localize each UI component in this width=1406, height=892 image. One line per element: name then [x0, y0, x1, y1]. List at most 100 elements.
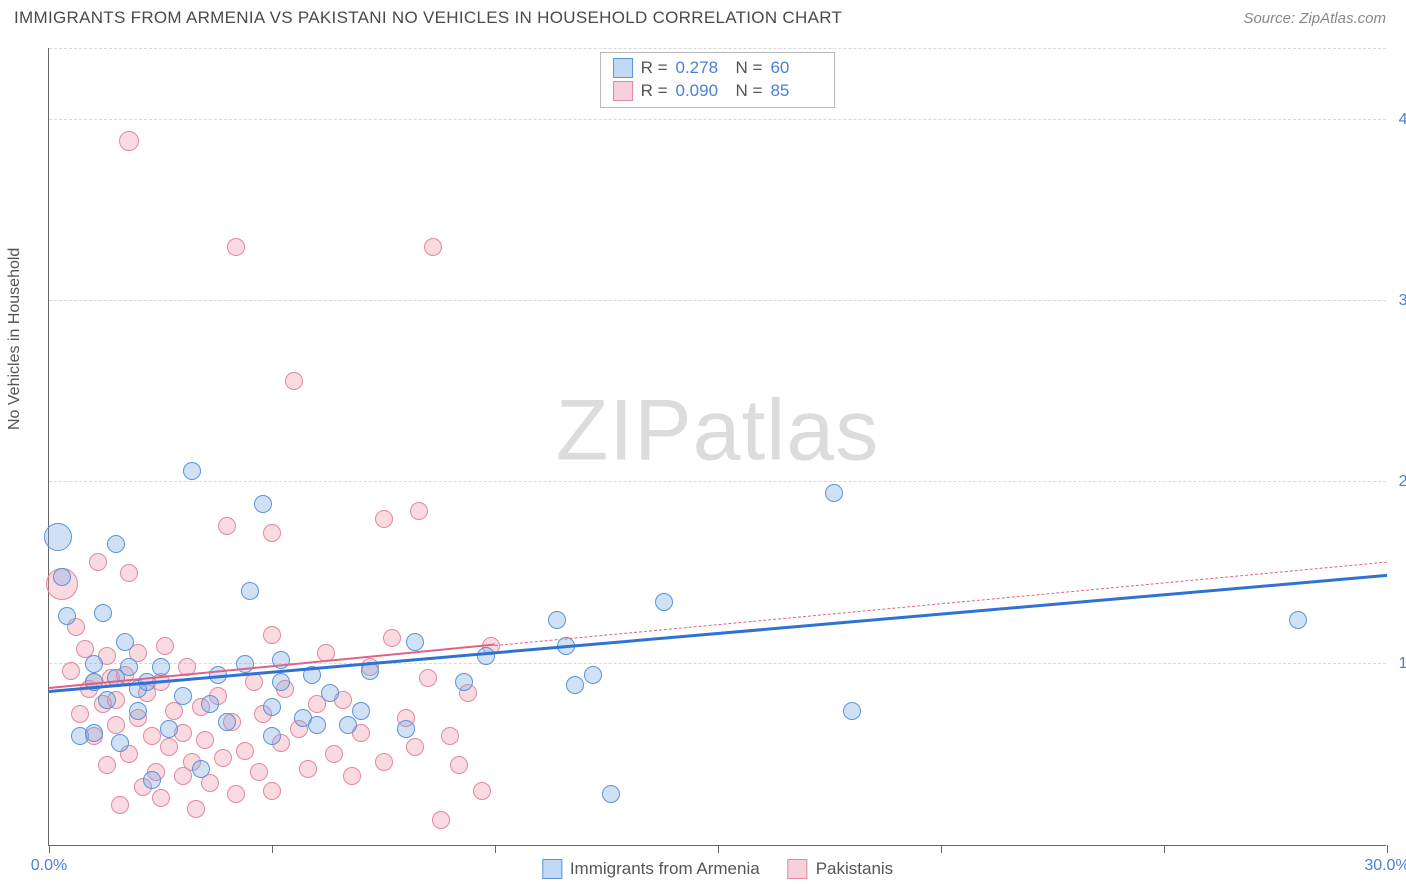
chart-plot-area: ZIPatlas R = 0.278 N = 60 R = 0.090 N = … — [48, 48, 1386, 846]
trend-line — [495, 561, 1387, 645]
legend-item-series1: Immigrants from Armenia — [542, 859, 760, 879]
data-point — [352, 702, 370, 720]
data-point — [843, 702, 861, 720]
data-point — [227, 785, 245, 803]
data-point — [432, 811, 450, 829]
data-point — [89, 553, 107, 571]
data-point — [44, 523, 72, 551]
data-point — [120, 658, 138, 676]
data-point — [424, 238, 442, 256]
watermark: ZIPatlas — [556, 381, 879, 480]
stats-row-series1: R = 0.278 N = 60 — [613, 57, 823, 80]
xtick — [272, 845, 273, 853]
data-point — [455, 673, 473, 691]
data-point — [62, 662, 80, 680]
swatch-series2-icon — [613, 81, 633, 101]
data-point — [98, 756, 116, 774]
data-point — [85, 655, 103, 673]
data-point — [94, 604, 112, 622]
data-point — [308, 716, 326, 734]
stats-row-series2: R = 0.090 N = 85 — [613, 80, 823, 103]
xtick-label: 30.0% — [1364, 857, 1406, 875]
chart-title: IMMIGRANTS FROM ARMENIA VS PAKISTANI NO … — [14, 8, 842, 28]
data-point — [53, 568, 71, 586]
data-point — [441, 727, 459, 745]
ytick-label: 40.0% — [1399, 111, 1406, 129]
data-point — [477, 647, 495, 665]
data-point — [325, 745, 343, 763]
data-point — [71, 705, 89, 723]
data-point — [375, 510, 393, 528]
ytick-label: 20.0% — [1399, 473, 1406, 491]
legend-label-series2: Pakistanis — [816, 859, 893, 879]
n-value-series1: 60 — [770, 57, 822, 80]
data-point — [85, 724, 103, 742]
data-point — [156, 637, 174, 655]
data-point — [548, 611, 566, 629]
gridline — [49, 119, 1386, 120]
data-point — [107, 716, 125, 734]
legend-label-series1: Immigrants from Armenia — [570, 859, 760, 879]
xtick — [1387, 845, 1388, 853]
data-point — [263, 524, 281, 542]
data-point — [263, 698, 281, 716]
data-point — [406, 633, 424, 651]
xtick — [941, 845, 942, 853]
swatch-series1-icon — [542, 859, 562, 879]
data-point — [187, 800, 205, 818]
data-point — [218, 713, 236, 731]
data-point — [111, 796, 129, 814]
gridline — [49, 300, 1386, 301]
source-label: Source: ZipAtlas.com — [1243, 10, 1386, 27]
data-point — [160, 738, 178, 756]
data-point — [120, 564, 138, 582]
data-point — [152, 658, 170, 676]
data-point — [116, 633, 134, 651]
data-point — [107, 535, 125, 553]
data-point — [566, 676, 584, 694]
data-point — [254, 495, 272, 513]
data-point — [152, 789, 170, 807]
xtick-label: 0.0% — [31, 857, 67, 875]
data-point — [272, 673, 290, 691]
data-point — [263, 626, 281, 644]
data-point — [111, 734, 129, 752]
data-point — [143, 771, 161, 789]
ytick-label: 10.0% — [1399, 655, 1406, 673]
data-point — [160, 720, 178, 738]
n-label: N = — [736, 80, 763, 103]
n-value-series2: 85 — [770, 80, 822, 103]
data-point — [375, 753, 393, 771]
data-point — [383, 629, 401, 647]
data-point — [343, 767, 361, 785]
data-point — [450, 756, 468, 774]
data-point — [419, 669, 437, 687]
xtick — [718, 845, 719, 853]
gridline — [49, 48, 1386, 49]
data-point — [397, 720, 415, 738]
data-point — [227, 238, 245, 256]
data-point — [218, 517, 236, 535]
data-point — [241, 582, 259, 600]
ytick-label: 30.0% — [1399, 292, 1406, 310]
data-point — [174, 687, 192, 705]
xtick — [495, 845, 496, 853]
data-point — [285, 372, 303, 390]
n-label: N = — [736, 57, 763, 80]
data-point — [192, 760, 210, 778]
data-point — [214, 749, 232, 767]
data-point — [321, 684, 339, 702]
data-point — [143, 727, 161, 745]
data-point — [1289, 611, 1307, 629]
series-legend: Immigrants from Armenia Pakistanis — [542, 859, 893, 879]
data-point — [58, 607, 76, 625]
data-point — [339, 716, 357, 734]
data-point — [406, 738, 424, 756]
data-point — [119, 131, 139, 151]
data-point — [825, 484, 843, 502]
r-label: R = — [641, 80, 668, 103]
data-point — [250, 763, 268, 781]
data-point — [196, 731, 214, 749]
data-point — [183, 462, 201, 480]
data-point — [236, 742, 254, 760]
